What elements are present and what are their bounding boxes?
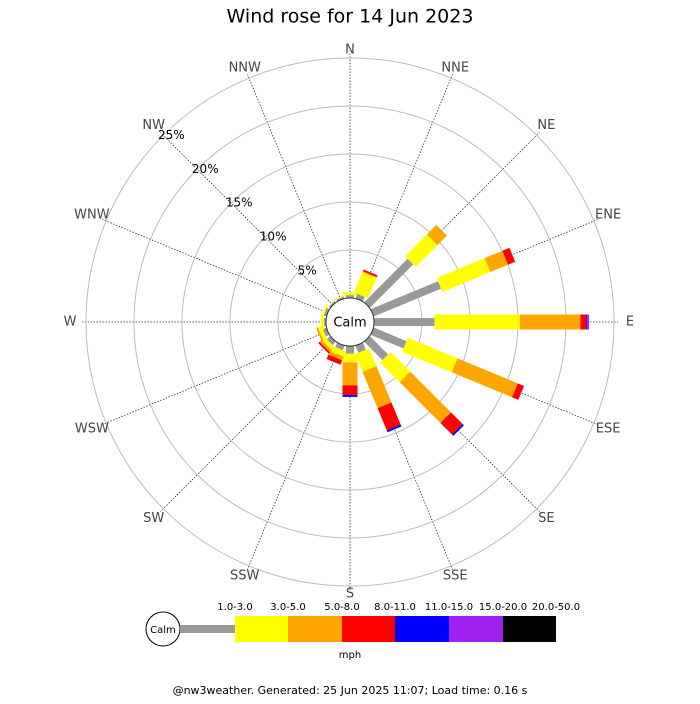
ring-label: 20% bbox=[192, 162, 219, 176]
petal-segment bbox=[355, 348, 377, 372]
direction-label: SSE bbox=[443, 569, 468, 584]
legend-calm-label: Calm bbox=[150, 625, 176, 636]
ring-label: 25% bbox=[158, 128, 185, 142]
direction-label: ENE bbox=[595, 208, 621, 223]
direction-label: N bbox=[345, 43, 355, 58]
petal-segment bbox=[440, 412, 463, 435]
petal-segment bbox=[362, 366, 392, 409]
calm-circle bbox=[325, 297, 375, 347]
petal-segment bbox=[332, 294, 348, 301]
legend-swatch bbox=[395, 616, 449, 642]
petal-segment bbox=[342, 394, 358, 397]
direction-label: NW bbox=[142, 118, 165, 133]
petal-segment bbox=[342, 385, 358, 395]
petal-segment bbox=[336, 296, 345, 302]
legend-swatch bbox=[449, 616, 503, 642]
petal-segment bbox=[386, 424, 402, 433]
calm-label: Calm bbox=[333, 316, 366, 331]
legend-label: 1.0-3.0 bbox=[217, 602, 252, 613]
petal-segment bbox=[323, 308, 330, 317]
petal-segment bbox=[322, 327, 330, 337]
petal-segment bbox=[320, 304, 329, 319]
petal-segment bbox=[354, 272, 377, 299]
direction-label: NE bbox=[537, 118, 555, 133]
legend-label: 5.0-8.0 bbox=[324, 602, 359, 613]
direction-label: WSW bbox=[75, 421, 109, 436]
petal-segment bbox=[355, 342, 366, 353]
petal-segment bbox=[326, 336, 336, 346]
legend-label: 8.0-11.0 bbox=[374, 602, 416, 613]
petal-segment bbox=[586, 314, 588, 330]
legend-swatch bbox=[180, 625, 235, 633]
petal-segment bbox=[580, 314, 587, 330]
petal-segment bbox=[342, 353, 358, 363]
petal-segment bbox=[355, 293, 365, 302]
footer: @nw3weather. Generated: 25 Jun 2025 11:0… bbox=[173, 684, 528, 697]
petal-segment bbox=[587, 314, 590, 330]
ring bbox=[85, 57, 615, 587]
petal-segment bbox=[328, 300, 336, 308]
ring-label: 5% bbox=[298, 264, 317, 278]
petal-segment bbox=[405, 234, 438, 267]
petal-segment bbox=[370, 281, 442, 317]
petal-segment bbox=[346, 295, 354, 298]
petal-segment bbox=[335, 342, 345, 351]
petal-segment bbox=[512, 383, 525, 400]
petal-segment bbox=[326, 354, 343, 365]
direction-label: ESE bbox=[596, 421, 621, 436]
direction-label: SW bbox=[143, 511, 164, 526]
legend-swatch bbox=[503, 616, 556, 642]
petal-segment bbox=[362, 269, 378, 277]
direction-label: S bbox=[346, 587, 354, 602]
petal-segment bbox=[316, 327, 324, 342]
petal-segment bbox=[399, 371, 452, 424]
direction-label: WNW bbox=[74, 208, 110, 223]
petal-segment bbox=[370, 327, 407, 349]
legend-swatch bbox=[288, 616, 342, 642]
ring-label: 10% bbox=[260, 230, 287, 244]
direction-label: E bbox=[626, 315, 634, 330]
petal-segment bbox=[317, 325, 328, 342]
legend-label: 11.0-15.0 bbox=[425, 602, 473, 613]
petal-segment bbox=[319, 339, 333, 353]
petal-segment bbox=[342, 362, 358, 386]
petal-segment bbox=[519, 314, 581, 330]
petal-segment bbox=[379, 351, 411, 383]
petal-segment bbox=[318, 341, 331, 354]
petal-segment bbox=[402, 337, 458, 373]
petal-segment bbox=[451, 358, 518, 398]
petal-segment bbox=[434, 314, 520, 330]
chart-title: Wind rose for 14 Jun 2023 bbox=[227, 6, 474, 28]
legend-label: 20.0-50.0 bbox=[532, 602, 580, 613]
legend-label: 3.0-5.0 bbox=[270, 602, 305, 613]
petal-segment bbox=[364, 258, 414, 308]
direction-label: NNW bbox=[229, 60, 261, 75]
direction-label: SE bbox=[538, 511, 554, 526]
legend-label: 15.0-20.0 bbox=[479, 602, 527, 613]
petal-segment bbox=[342, 292, 358, 296]
direction-label: W bbox=[64, 315, 77, 330]
ring-label: 15% bbox=[226, 196, 253, 210]
direction-label: NNE bbox=[441, 60, 469, 75]
petal-segment bbox=[502, 247, 516, 265]
legend-swatch bbox=[235, 616, 288, 642]
petal-segment bbox=[484, 250, 509, 272]
petal-segment bbox=[364, 336, 389, 361]
petal-segment bbox=[377, 402, 401, 431]
legend-swatch bbox=[342, 616, 395, 642]
petal-segment bbox=[436, 258, 491, 292]
petal-segment bbox=[346, 346, 354, 354]
petal-segment bbox=[451, 423, 464, 436]
petal-segment bbox=[374, 318, 435, 326]
legend-unit: mph bbox=[339, 650, 361, 661]
direction-label: SSW bbox=[230, 569, 260, 584]
petal-segment bbox=[362, 271, 377, 278]
petal-segment bbox=[324, 318, 326, 326]
petal-segment bbox=[328, 351, 344, 361]
petal-segment bbox=[426, 225, 447, 246]
